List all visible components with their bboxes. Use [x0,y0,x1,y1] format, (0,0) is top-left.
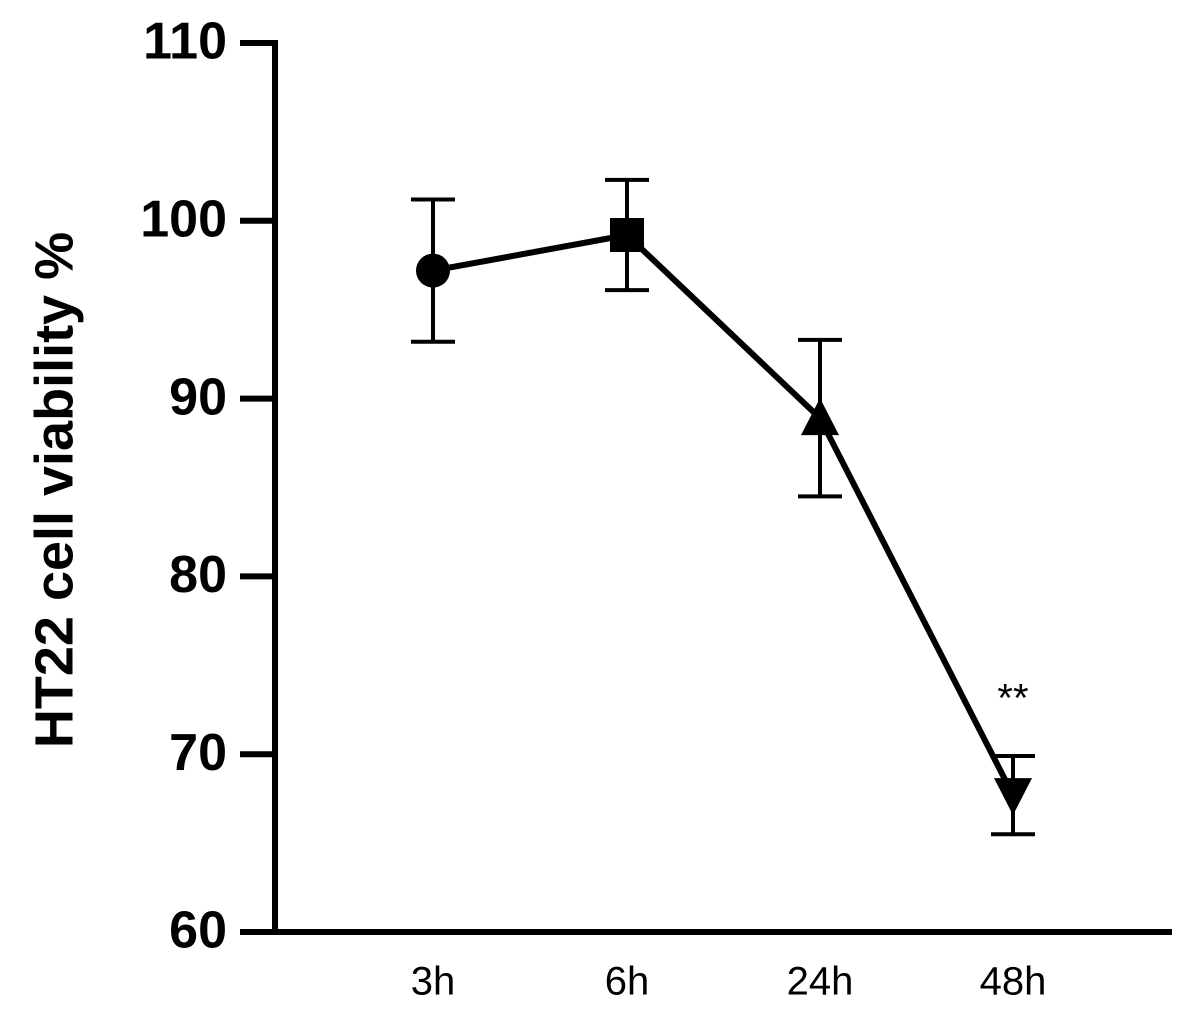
x-tick-label: 48h [980,960,1047,1004]
annotation: ** [997,677,1028,721]
y-tick-label: 90 [169,368,227,426]
data-line [432,231,1016,797]
y-tick-label: 80 [169,546,227,604]
y-tick-label: 60 [169,902,227,960]
marker [801,398,839,436]
x-tick-label: 3h [411,960,456,1004]
marker [416,253,450,288]
y-tick-label: 100 [140,191,227,249]
marker [994,778,1032,816]
marker [610,218,644,253]
y-tick-label: 110 [143,13,227,71]
y-axis-label: HT22 cell viability % [24,232,84,748]
x-tick-label: 6h [605,960,650,1004]
x-tick-label: 24h [787,960,854,1004]
y-tick-label: 70 [169,724,227,782]
